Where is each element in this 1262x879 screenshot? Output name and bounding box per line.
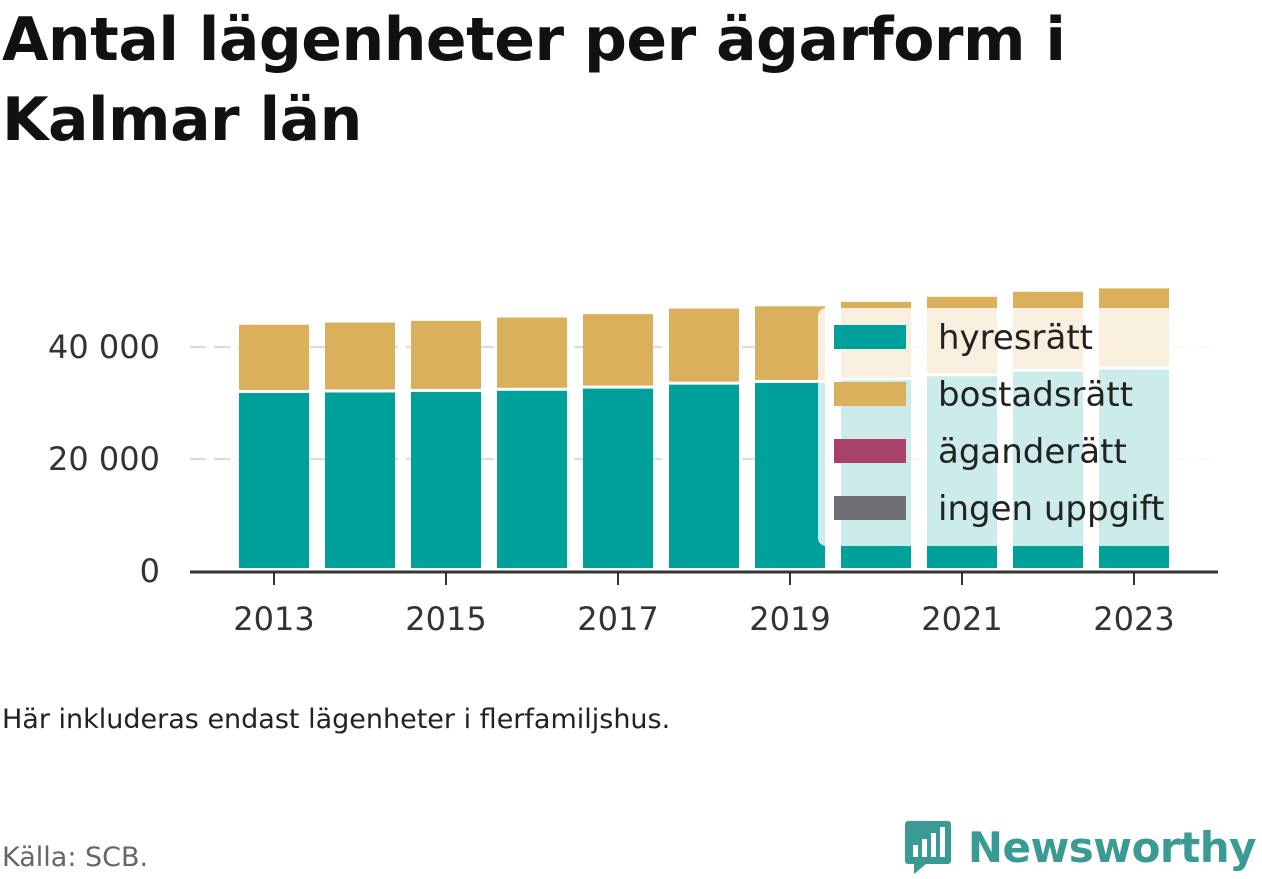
x-tick-label: 2023: [1093, 600, 1174, 638]
x-tick-label: 2021: [921, 600, 1002, 638]
stacked-bar-chart: 0 20 000 40 000 2013 2015 2017 2019 2021 2023 hy…: [48, 288, 1218, 638]
brand-name: Newsworthy: [967, 822, 1257, 872]
y-tick-label: 20 000: [48, 440, 160, 478]
y-tick-label: 40 000: [48, 328, 160, 366]
brand-logo: Newsworthy: [904, 819, 1257, 875]
axes: 0 20 000 40 000 2013 2015 2017 2019 2021 2023: [48, 328, 1218, 638]
legend-label: hyresrätt: [938, 318, 1093, 358]
legend-swatch: [834, 382, 906, 406]
bar-segment: [239, 324, 309, 391]
legend: hyresrätt bostadsrätt äganderätt ingen uppg…: [818, 308, 1218, 546]
legend-label: ingen uppgift: [938, 489, 1164, 529]
bar-segment: [583, 314, 653, 386]
bar-segment: [755, 382, 825, 568]
x-tick-label: 2017: [577, 600, 658, 638]
x-tick-label: 2019: [749, 600, 830, 638]
x-tick-label: 2015: [405, 600, 486, 638]
bar-segment: [325, 322, 395, 390]
chart-note: Här inkluderas endast lägenheter i flerf…: [2, 704, 671, 735]
y-tick-label: 0: [140, 552, 160, 590]
legend-label: äganderätt: [938, 432, 1127, 472]
bar-segment: [325, 392, 395, 568]
legend-swatch: [834, 496, 906, 520]
x-tick-label: 2013: [233, 600, 314, 638]
bar-segment: [411, 320, 481, 389]
bar-segment: [755, 306, 825, 380]
bar-segment: [239, 393, 309, 568]
legend-background: [818, 308, 1218, 546]
bar-segment: [497, 317, 567, 388]
bar-segment: [669, 308, 739, 382]
newsworthy-logo-icon: [904, 821, 951, 874]
chart-title: Antal lägenheter per ägarform i Kalmar l…: [2, 5, 1066, 155]
bar-segment: [497, 390, 567, 568]
legend-swatch: [834, 439, 906, 463]
legend-swatch: [834, 325, 906, 349]
legend-label: bostadsrätt: [938, 375, 1133, 415]
bar-segment: [669, 384, 739, 568]
source-text: Källa: SCB.: [2, 842, 149, 873]
bar-segment: [411, 391, 481, 568]
bar-segment: [583, 388, 653, 568]
